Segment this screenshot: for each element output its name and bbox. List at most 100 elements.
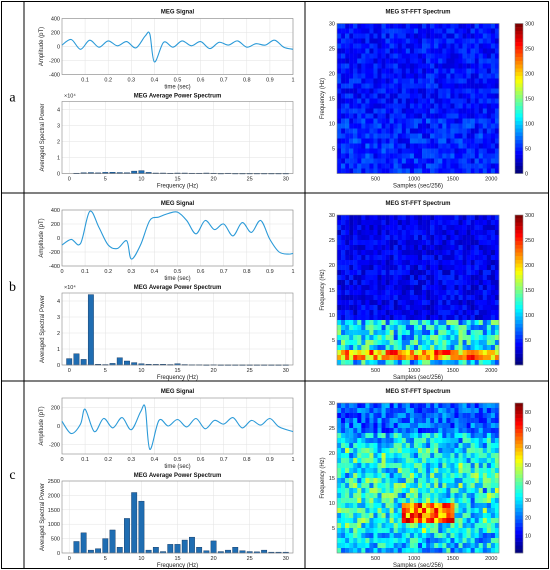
stfft-cell [401,355,407,361]
stfft-cell [438,408,443,414]
stfft-cell [409,548,415,554]
stfft-cell [418,270,423,276]
stfft-cell [397,428,402,434]
stfft-cell [389,28,394,34]
stfft-cell [369,148,374,154]
stfft-cell [341,403,346,409]
stfft-cell [466,108,471,114]
signal-ylabel: Amplitude (pT) [39,218,45,257]
stfft-cell [430,23,435,29]
stfft-cell [357,43,362,49]
stfft-cell [365,250,370,256]
stfft-cell [458,153,463,159]
stfft-cell [462,108,467,114]
stfft-cell [357,310,362,316]
stfft-cell [494,118,500,124]
stfft-cell [405,418,411,424]
stfft-cell [373,58,378,64]
stfft-cell [442,153,447,159]
stfft-cell [345,533,350,539]
stfft-cell [409,153,415,159]
stfft-cell [418,118,423,124]
stfft-cell [482,250,488,256]
stfft-cell [337,428,342,434]
stfft-cell [426,345,431,351]
stfft-cell [409,483,415,489]
stfft-cell [373,143,378,149]
stfft-cell [345,538,350,544]
stfft-cell [466,315,471,321]
stfft-cell [430,78,435,84]
stfft-cell [450,240,455,246]
stfft-cell [381,220,386,226]
stfft-cell [474,123,479,129]
signal-xtick-label: 1 [291,78,294,84]
stfft-cell [470,33,475,39]
stfft-cell [401,73,407,79]
stfft-cell [409,350,415,356]
stfft-cell [361,423,366,429]
stfft-xtick-label: 1500 [447,177,459,183]
stfft-cell [385,448,390,454]
stfft-cell [393,423,398,429]
stfft-cell [494,33,500,39]
stfft-cell [438,310,443,316]
stfft-cell [430,220,435,226]
stfft-cell [413,355,419,361]
stfft-cell [341,538,346,544]
stfft-cell [357,478,362,484]
spectrum-bar [131,362,138,366]
stfft-cell [377,270,382,276]
stfft-cell [442,538,447,544]
stfft-cell [466,58,471,64]
stfft-cell [462,508,467,514]
stfft-cell [482,68,488,74]
stfft-cell [377,295,382,301]
stfft-cell [442,418,447,424]
stfft-cell [361,518,366,524]
stfft-cell [409,443,415,449]
stfft-xtick-label: 2000 [485,177,497,183]
stfft-cell [438,215,443,221]
stfft-cell [397,443,402,449]
stfft-cell [434,528,439,534]
stfft-cell [405,513,411,519]
colorbar-segment [515,87,523,92]
stfft-cell [409,23,415,29]
stfft-cell [446,503,451,509]
stfft-cell [422,453,427,459]
stfft-cell [474,158,479,164]
stfft-cell [462,493,467,499]
stfft-cell [434,168,439,174]
stfft-cell [337,518,342,524]
stfft-cell [490,255,496,261]
stfft-cell [397,533,402,539]
stfft-cell [349,310,354,316]
stfft-cell [470,428,475,434]
stfft-cell [389,68,394,74]
stfft-cell [405,473,411,479]
stfft-cell [365,260,370,266]
stfft-cell [422,403,427,409]
stfft-cell [466,483,471,489]
stfft-cell [438,518,443,524]
stfft-cell [337,433,342,439]
stfft-cell [490,345,496,351]
stfft-cell [377,498,382,504]
stfft-cell [438,225,443,231]
stfft-cell [462,458,467,464]
stfft-cell [413,498,419,504]
stfft-cell [470,58,475,64]
stfft-cell [466,23,471,29]
spectrum-ytick-label: 0 [57,172,60,178]
stfft-cell [377,423,382,429]
stfft-cell [462,78,467,84]
stfft-cell [418,428,423,434]
stfft-cell [482,113,488,119]
stfft-cell [422,245,427,251]
stfft-cell [458,73,463,79]
stfft-cell [389,290,394,296]
stfft-cell [337,508,342,514]
stfft-cell [418,438,423,444]
